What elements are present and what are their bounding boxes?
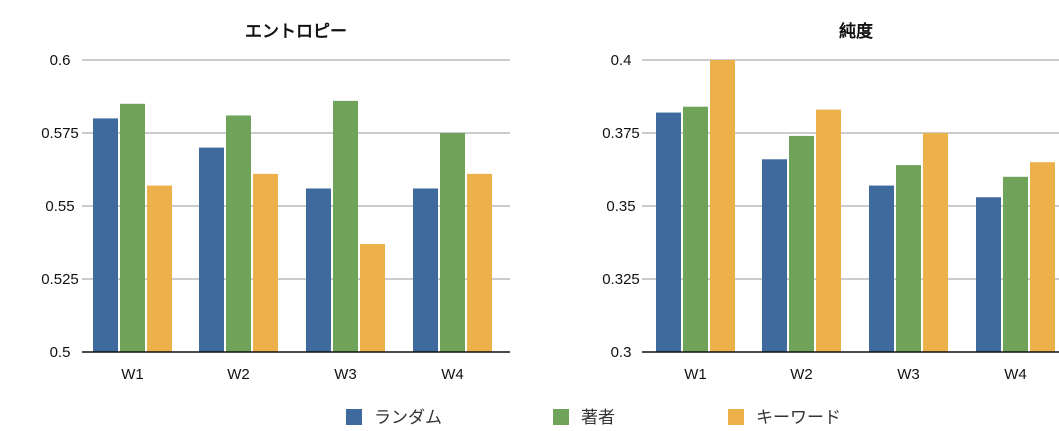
y-tick-label: 0.5 (50, 344, 71, 361)
bar-author-w2 (789, 135, 814, 352)
bar-random-w3 (869, 185, 894, 352)
bar-author-w3 (333, 100, 358, 352)
y-tick-label: 0.55 (45, 198, 74, 215)
bar-random-w4 (976, 197, 1001, 352)
legend: ランダム 著者 キーワード (346, 408, 841, 428)
bar-random-w1 (93, 118, 118, 353)
legend-label-author: 著者 (581, 408, 615, 428)
bar-keyword-w4 (1030, 162, 1055, 352)
bar-author-w3 (896, 165, 921, 352)
bar-author-w2 (226, 115, 251, 352)
x-tick-label: W4 (1004, 366, 1027, 383)
bar-keyword-w3 (360, 243, 385, 352)
purity-chart: 純度 0.3 0.325 0.35 0.375 0.4 W1 W2 W3 W4 (602, 21, 1059, 383)
y-tick-label: 0.575 (41, 125, 79, 142)
entropy-chart: エントロピー 0.5 0.525 0.55 0.575 0.6 W1 W2 W3 W4 (41, 22, 510, 383)
chart-title: 純度 (839, 21, 874, 42)
bar-author-w4 (1003, 176, 1028, 352)
bar-author-w1 (120, 103, 145, 352)
x-tick-label: W1 (684, 366, 707, 383)
x-tick-label: W4 (441, 366, 464, 383)
legend-swatch-author (553, 409, 569, 425)
bar-author-w1 (683, 106, 708, 352)
y-tick-label: 0.3 (611, 344, 632, 361)
bar-random-w3 (306, 188, 331, 352)
x-tick-label: W3 (334, 366, 357, 383)
x-tick-label: W3 (897, 366, 920, 383)
bar-random-w4 (413, 188, 438, 352)
legend-swatch-random (346, 409, 362, 425)
bar-keyword-w4 (467, 173, 492, 352)
x-tick-label: W2 (790, 366, 813, 383)
bar-random-w2 (199, 147, 224, 352)
y-tick-label: 0.375 (602, 125, 640, 142)
legend-swatch-keyword (728, 409, 744, 425)
y-tick-label: 0.325 (602, 271, 640, 288)
bar-keyword-w1 (710, 60, 735, 352)
bar-keyword-w2 (816, 109, 841, 352)
y-tick-label: 0.6 (50, 52, 71, 69)
bar-random-w2 (762, 159, 787, 352)
x-tick-label: W1 (121, 366, 144, 383)
chart-title: エントロピー (245, 22, 347, 42)
y-tick-label: 0.4 (611, 52, 632, 69)
y-tick-label: 0.525 (41, 271, 79, 288)
legend-label-random: ランダム (374, 408, 442, 428)
bar-random-w1 (656, 112, 681, 352)
x-tick-label: W2 (227, 366, 250, 383)
legend-label-keyword: キーワード (756, 408, 841, 428)
bar-author-w4 (440, 133, 465, 352)
bar-keyword-w2 (253, 173, 278, 352)
bar-keyword-w3 (923, 133, 948, 352)
bar-keyword-w1 (147, 185, 172, 352)
y-tick-label: 0.35 (606, 198, 635, 215)
